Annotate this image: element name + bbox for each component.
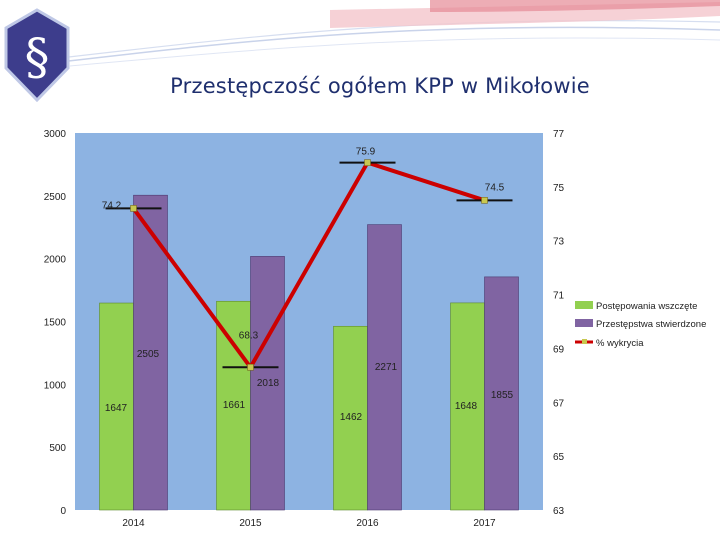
data-label-postepowania: 1661 [223,400,246,411]
y-left-tick-label: 2500 [44,192,67,203]
data-label-przestepstwa: 2505 [137,349,160,360]
data-label-wykrycie: 68.3 [239,330,259,341]
emblem-icon: § [4,8,70,102]
bar-postepowania-wszczete [99,302,134,511]
data-label-wykrycie: 74.2 [102,200,122,211]
bar-przestepstwa-stwierdzone [484,276,519,511]
y-right-tick-label: 71 [553,291,565,302]
data-label-wykrycie: 74.5 [485,182,505,193]
data-label-postepowania: 1647 [105,403,128,414]
y-left-tick-label: 1500 [44,318,67,329]
bar-postepowania-wszczete [216,300,251,511]
y-right-tick-label: 73 [553,237,565,248]
legend-label-wykrycie: % wykrycia [596,338,644,349]
line-point [130,205,137,212]
data-label-przestepstwa: 2018 [257,378,280,389]
series-line-wykrycie [131,160,486,370]
line-point [247,363,254,371]
y-right-tick-label: 63 [553,506,565,517]
x-tick-label: 2015 [239,518,262,529]
y-right-tick-label: 69 [553,344,565,355]
bar-postepowania-wszczete [333,325,368,511]
bar-przestepstwa-stwierdzone [250,256,285,511]
data-label-wykrycie: 75.9 [356,147,376,158]
bar-przestepstwa-stwierdzone [367,224,402,511]
page-title: Przestępczość ogółem KPP w Mikołowie [170,74,590,98]
legend-label-postepowania: Postępowania wszczęte [596,301,697,312]
legend-swatch-marker [582,339,587,344]
data-label-postepowania: 1648 [455,401,478,412]
line-point [481,197,488,204]
y-right-tick-label: 65 [553,452,565,463]
data-label-przestepstwa: 1855 [491,390,514,401]
line-point [364,159,371,166]
y-left-tick-label: 3000 [44,129,67,140]
data-label-przestepstwa: 2271 [375,362,398,373]
x-tick-label: 2016 [356,518,379,529]
y-left-tick-label: 2000 [44,255,67,266]
x-tick-label: 2017 [473,518,496,529]
y-left-tick-label: 0 [60,506,66,517]
legend-label-przestepstwa: Przestępstwa stwierdzone [596,319,706,330]
data-label-postepowania: 1462 [340,412,363,423]
x-tick-label: 2014 [122,518,145,529]
y-right-tick-label: 67 [553,398,565,409]
y-right-tick-label: 77 [553,129,565,140]
paragraph-symbol: § [25,28,50,86]
y-right-tick-label: 75 [553,183,565,194]
legend-swatch-postepowania [575,301,593,309]
header-decoration [59,0,720,67]
legend-swatch-przestepstwa [575,319,593,327]
y-left-tick-label: 500 [49,443,66,454]
y-left-tick-label: 1000 [44,380,67,391]
